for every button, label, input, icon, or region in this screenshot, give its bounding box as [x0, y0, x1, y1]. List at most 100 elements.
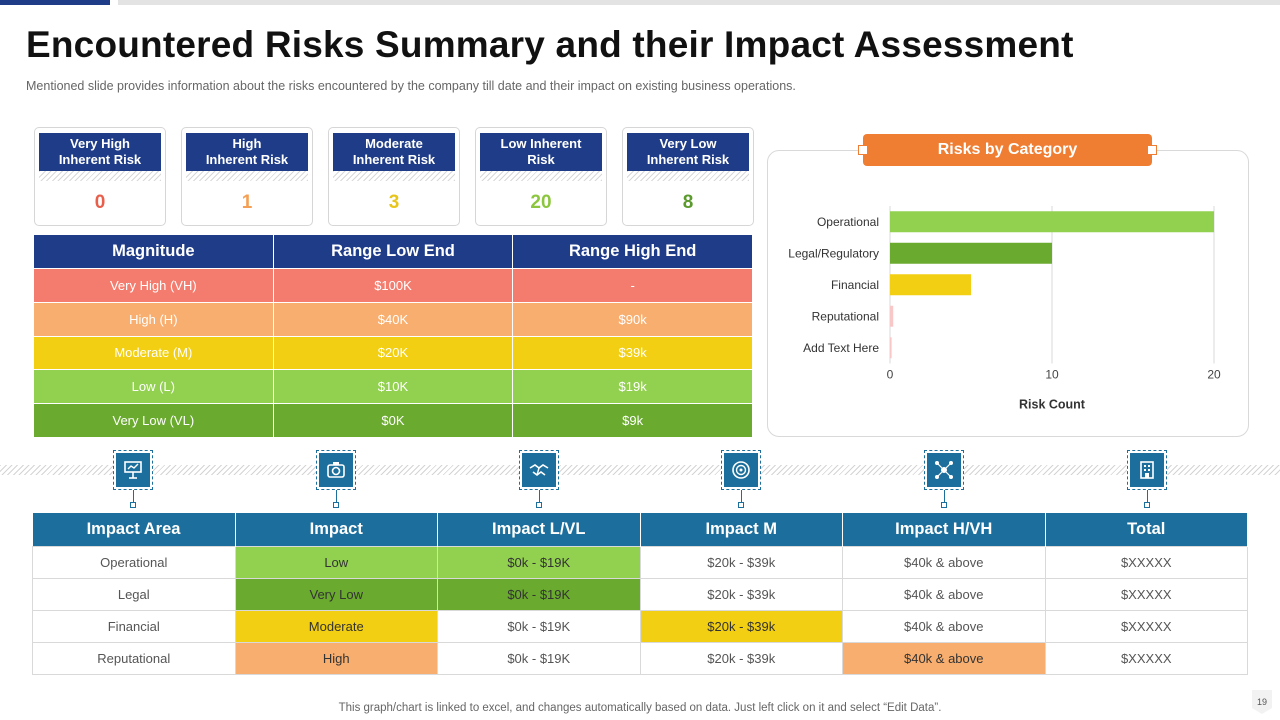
chart-bar	[890, 242, 1052, 264]
table-cell: Low (L)	[33, 369, 274, 405]
icon-connector	[741, 490, 742, 502]
chart-x-tick-label: 20	[1207, 368, 1221, 382]
total-header: Total	[1045, 513, 1248, 546]
table-cell: Very Low	[234, 577, 438, 611]
chart-category-label: Add Text Here	[803, 341, 879, 355]
chart-bar	[890, 305, 894, 327]
chart-category-label: Reputational	[812, 309, 879, 323]
risk-card-value: 0	[94, 192, 106, 213]
table-cell: High (H)	[33, 301, 274, 337]
handshake-icon	[519, 450, 559, 490]
risk-card-value: 8	[682, 192, 694, 213]
table-row: High (H) $40K $90k	[33, 301, 753, 337]
table-row: Operational Low $0k - $19K $20k - $39k $…	[32, 545, 1248, 579]
table-cell: $9k	[512, 403, 753, 438]
risk-card-value: 1	[241, 192, 253, 213]
table-cell: $0k - $19K	[437, 577, 641, 611]
impact-header-row: Impact Area Impact Impact L/VL Impact M …	[32, 513, 1248, 546]
impact-header: Impact	[235, 513, 438, 546]
icon-connector-dot	[941, 502, 947, 508]
table-cell: $40k & above	[842, 577, 1046, 611]
table-cell: Financial	[32, 609, 236, 643]
table-cell: Moderate (M)	[33, 335, 274, 371]
icon-connector	[1147, 490, 1148, 502]
camera-icon	[316, 450, 356, 490]
risk-card-very-high: Very High Inherent Risk 0	[34, 127, 166, 226]
table-row: Legal Very Low $0k - $19K $20k - $39k $4…	[32, 577, 1248, 611]
card-stripe	[186, 171, 308, 181]
icon-connector-dot	[333, 502, 339, 508]
icon-connector	[133, 490, 134, 502]
table-cell: $20k - $39k	[639, 577, 843, 611]
table-cell: $0k - $19K	[437, 545, 641, 579]
risk-card-very-low: Very Low Inherent Risk 8	[622, 127, 754, 226]
chart-x-tick-label: 10	[1045, 368, 1059, 382]
magnitude-header-row: Magnitude Range Low End Range High End	[33, 234, 753, 269]
table-row: Very Low (VL) $0K $9k	[33, 403, 753, 438]
table-cell: Reputational	[32, 641, 236, 675]
table-cell: Very High (VH)	[33, 268, 274, 303]
risk-card-label: Moderate Inherent Risk	[333, 133, 455, 171]
risk-card-value: 20	[530, 192, 552, 213]
slide-title: Encountered Risks Summary and their Impa…	[26, 24, 1074, 65]
table-row: Financial Moderate $0k - $19K $20k - $39…	[32, 609, 1248, 643]
magnitude-table: Magnitude Range Low End Range High End V…	[33, 234, 753, 438]
chart-x-axis-label: Risk Count	[1019, 398, 1086, 412]
table-cell: $40k & above	[842, 609, 1046, 643]
table-cell: Very Low (VL)	[33, 403, 274, 438]
impact-hvh-header: Impact H/VH	[842, 513, 1046, 546]
magnitude-header: Magnitude	[33, 234, 274, 269]
table-cell: $19k	[512, 369, 753, 405]
risk-card-label: Low Inherent Risk	[480, 133, 602, 171]
chart-title: Risks by Category	[863, 134, 1152, 166]
icon-connector	[539, 490, 540, 502]
icon-connector-dot	[130, 502, 136, 508]
table-cell: $40k & above	[842, 545, 1046, 579]
table-cell: Operational	[32, 545, 236, 579]
table-cell: $40K	[272, 301, 514, 337]
table-cell: $10K	[272, 369, 514, 405]
risk-card-label: High Inherent Risk	[186, 133, 308, 171]
impact-area-header: Impact Area	[32, 513, 236, 546]
table-cell: Low	[234, 545, 438, 579]
chart-title-handle-right[interactable]	[1147, 145, 1157, 155]
chart-panel[interactable]	[767, 150, 1249, 437]
top-accent-bar	[0, 0, 110, 5]
table-cell: $39k	[512, 335, 753, 371]
risk-card-low: Low Inherent Risk 20	[475, 127, 607, 226]
risk-card-value: 3	[388, 192, 400, 213]
chart-bar	[890, 211, 1214, 233]
top-divider-bar	[118, 0, 1280, 5]
card-stripe	[333, 171, 455, 181]
table-row: Moderate (M) $20K $39k	[33, 335, 753, 371]
chart-title-handle-left[interactable]	[858, 145, 868, 155]
building-icon	[1127, 450, 1167, 490]
footer-note: This graph/chart is linked to excel, and…	[338, 702, 942, 714]
table-cell: $20k - $39k	[639, 545, 843, 579]
icon-connector-dot	[738, 502, 744, 508]
range-high-header: Range High End	[512, 234, 753, 269]
table-cell: $90k	[512, 301, 753, 337]
risk-card-label: Very High Inherent Risk	[39, 133, 161, 171]
table-cell: $40k & above	[842, 641, 1046, 675]
icon-connector	[944, 490, 945, 502]
range-low-header: Range Low End	[272, 234, 514, 269]
risks-by-category-chart[interactable]: 0 10 20 Operational Legal/Regulatory Financia…	[767, 150, 1249, 437]
icon-connector-dot	[536, 502, 542, 508]
table-cell: $XXXXX	[1044, 577, 1248, 611]
table-cell: $20K	[272, 335, 514, 371]
network-icon	[924, 450, 964, 490]
impact-table: Impact Area Impact Impact L/VL Impact M …	[32, 513, 1248, 675]
risk-card-label: Very Low Inherent Risk	[627, 133, 749, 171]
table-cell: $0k - $19K	[437, 641, 641, 675]
table-cell: Legal	[32, 577, 236, 611]
chart-bar	[890, 274, 971, 296]
icon-connector	[336, 490, 337, 502]
table-cell: $XXXXX	[1044, 545, 1248, 579]
section-divider	[0, 465, 1280, 475]
impact-lvl-header: Impact L/VL	[437, 513, 641, 546]
table-cell: $0K	[272, 403, 514, 438]
page-number: 19	[1252, 690, 1272, 714]
card-stripe	[627, 171, 749, 181]
chart-x-tick-label: 0	[887, 368, 894, 382]
